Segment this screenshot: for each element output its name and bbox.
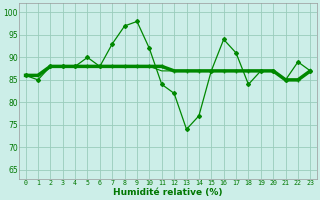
X-axis label: Humidité relative (%): Humidité relative (%) — [113, 188, 223, 197]
